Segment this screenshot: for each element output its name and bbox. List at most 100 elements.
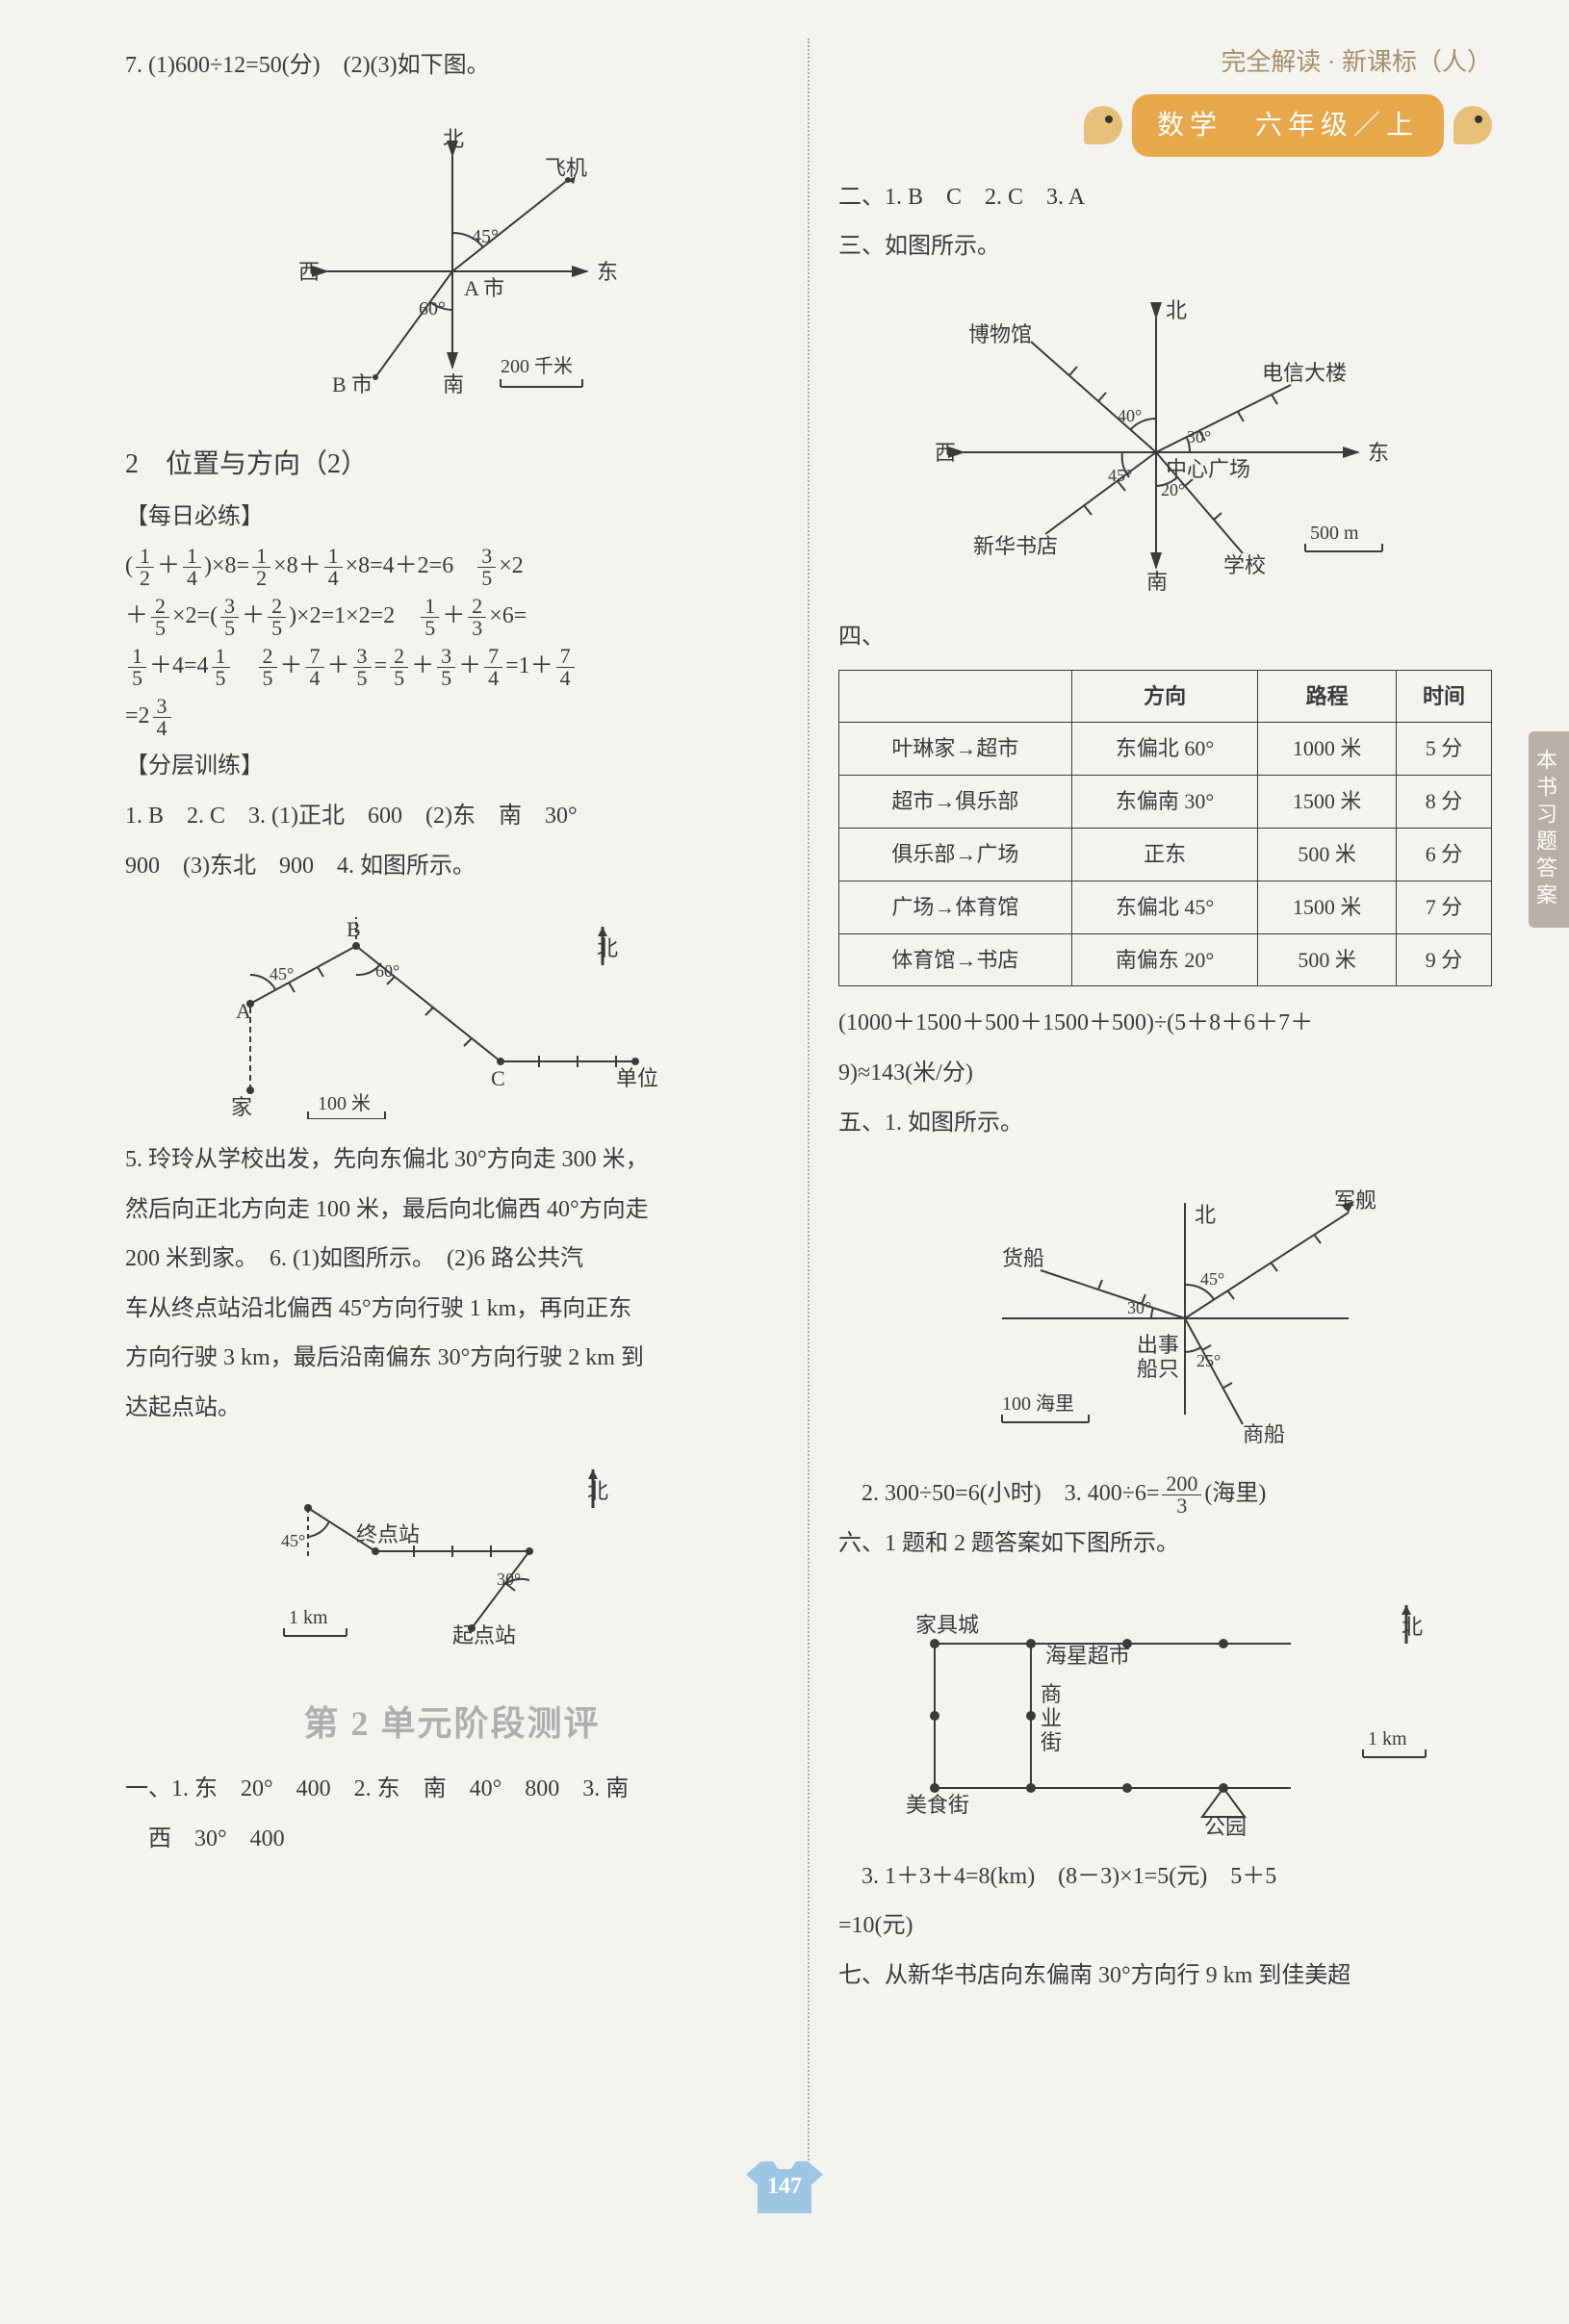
svg-text:45°: 45° bbox=[270, 964, 294, 983]
table-cell: 1000 米 bbox=[1258, 723, 1397, 776]
svg-text:街: 街 bbox=[1041, 1730, 1062, 1754]
svg-text:军舰: 军舰 bbox=[1334, 1188, 1376, 1213]
table-cell: 东偏北 60° bbox=[1071, 723, 1258, 776]
tier-line-2: 900 (3)东北 900 4. 如图所示。 bbox=[125, 845, 779, 889]
page-number-shirt: 147 bbox=[746, 2161, 823, 2213]
svg-text:船只: 船只 bbox=[1137, 1357, 1179, 1381]
svg-text:南: 南 bbox=[1146, 570, 1168, 594]
figure-4-plaza: 北 南 东 西 博物馆 电信大楼 中心广场 新华书店 学校 40° 30° 45… bbox=[877, 289, 1454, 597]
svg-text:东: 东 bbox=[597, 260, 618, 284]
svg-text:南: 南 bbox=[443, 372, 464, 396]
table-cell: 1500 米 bbox=[1258, 881, 1397, 933]
svg-text:30°: 30° bbox=[497, 1570, 521, 1589]
two-answers: 二、1. B C 2. C 3. A bbox=[838, 176, 1492, 220]
q6-3b: =10(元) bbox=[838, 1904, 1492, 1949]
svg-text:西: 西 bbox=[298, 260, 320, 284]
svg-text:25°: 25° bbox=[1196, 1351, 1221, 1370]
table-row: 叶琳家→超市东偏北 60°1000 米5 分 bbox=[839, 723, 1492, 776]
q5-l1: 5. 玲玲从学校出发，先向东偏北 30°方向走 300 米， bbox=[125, 1138, 779, 1183]
tier-line-1: 1. B 2. C 3. (1)正北 600 (2)东 南 30° bbox=[125, 795, 779, 839]
svg-text:A 市: A 市 bbox=[464, 276, 504, 300]
table-cell: 正东 bbox=[1071, 828, 1258, 881]
svg-text:业: 业 bbox=[1041, 1706, 1062, 1730]
svg-text:家具城: 家具城 bbox=[915, 1613, 979, 1637]
svg-text:100 海里: 100 海里 bbox=[1002, 1392, 1074, 1415]
eq-line-3: 15＋4=415 25＋74＋35=25＋35＋74=1＋74 bbox=[125, 645, 779, 689]
calc-l1: (1000＋1500＋500＋1500＋500)÷(5＋8＋6＋7＋ bbox=[838, 1002, 1492, 1046]
svg-text:45°: 45° bbox=[1108, 466, 1132, 485]
table-header: 方向 bbox=[1071, 670, 1258, 723]
bird-icon-right bbox=[1453, 106, 1492, 144]
svg-text:B 市: B 市 bbox=[332, 372, 373, 396]
table-cell: 俱乐部→广场 bbox=[839, 828, 1072, 881]
svg-text:商船: 商船 bbox=[1243, 1422, 1285, 1446]
svg-text:商: 商 bbox=[1041, 1682, 1062, 1706]
direction-table: 方向路程时间 叶琳家→超市东偏北 60°1000 米5 分超市→俱乐部东偏南 3… bbox=[838, 670, 1492, 987]
figure-1-compass: 北 南 东 西 飞机 A 市 B 市 45° 60° 200 千米 bbox=[241, 108, 664, 416]
table-cell: 体育馆→书店 bbox=[839, 933, 1072, 986]
bird-icon-left bbox=[1084, 106, 1122, 144]
svg-text:起点站: 起点站 bbox=[452, 1623, 516, 1647]
ribbon: 数学 六年级／上 bbox=[838, 94, 1492, 157]
eq-line-2: ＋25×2=(35＋25)×2=1×2=2 15＋23×6= bbox=[125, 595, 779, 639]
ribbon-body: 数学 六年级／上 bbox=[1132, 94, 1444, 157]
side-tab: 本书习题答案 bbox=[1529, 731, 1569, 928]
table-header bbox=[839, 670, 1072, 723]
svg-text:美食街: 美食街 bbox=[906, 1793, 969, 1817]
svg-text:北: 北 bbox=[1166, 298, 1187, 322]
q7-text: 7. (1)600÷12=50(分) (2)(3)如下图。 bbox=[125, 44, 779, 89]
calc-l2: 9)≈143(米/分) bbox=[838, 1052, 1492, 1096]
svg-text:中心广场: 中心广场 bbox=[1166, 457, 1250, 481]
svg-text:北: 北 bbox=[1402, 1615, 1423, 1639]
svg-text:北: 北 bbox=[597, 936, 618, 960]
svg-text:出事: 出事 bbox=[1137, 1333, 1179, 1357]
svg-text:45°: 45° bbox=[472, 226, 499, 247]
left-column: 7. (1)600÷12=50(分) (2)(3)如下图。 北 南 东 西 飞机… bbox=[106, 38, 810, 2175]
svg-text:45°: 45° bbox=[1200, 1269, 1224, 1289]
svg-text:20°: 20° bbox=[1161, 480, 1185, 499]
table-cell: 7 分 bbox=[1396, 881, 1491, 933]
table-cell: 东偏北 45° bbox=[1071, 881, 1258, 933]
table-cell: 南偏东 20° bbox=[1071, 933, 1258, 986]
table-row: 广场→体育馆东偏北 45°1500 米7 分 bbox=[839, 881, 1492, 933]
table-cell: 500 米 bbox=[1258, 933, 1397, 986]
q5-l2: 然后向正北方向走 100 米，最后向北偏西 40°方向走 bbox=[125, 1188, 779, 1233]
table-cell: 东偏南 30° bbox=[1071, 776, 1258, 829]
right-column: 完全解读 · 新课标（人） 数学 六年级／上 二、1. B C 2. C 3. … bbox=[810, 38, 1511, 2175]
figure-3-bus: 终点站 起点站 45° 30° 北 1 km bbox=[231, 1450, 674, 1662]
table-row: 体育馆→书店南偏东 20°500 米9 分 bbox=[839, 933, 1492, 986]
one-l1: 一、1. 东 20° 400 2. 东 南 40° 800 3. 南 bbox=[125, 1768, 779, 1812]
figure-6-streets: 家具城 海星超市 商 业 街 美食街 公园 北 1 km bbox=[867, 1586, 1464, 1836]
figure-2-path: 家 A B C 单位 45° 60° 北 100 米 bbox=[183, 907, 722, 1119]
book-series: 完全解读 · 新课标（人） bbox=[838, 38, 1492, 87]
q5-l4: 车从终点站沿北偏西 45°方向行驶 1 km，再向正东 bbox=[125, 1288, 779, 1332]
figure-5-ships: 北 军舰 货船 出事 船只 商船 45° 30° 25° 100 海里 bbox=[896, 1164, 1435, 1453]
one-l2: 西 30° 400 bbox=[125, 1818, 779, 1862]
svg-text:1 km: 1 km bbox=[1368, 1728, 1407, 1749]
table-cell: 6 分 bbox=[1396, 828, 1491, 881]
svg-text:B: B bbox=[347, 917, 361, 941]
svg-text:货船: 货船 bbox=[1002, 1246, 1044, 1270]
svg-text:北: 北 bbox=[443, 127, 464, 151]
svg-text:飞机: 飞机 bbox=[545, 156, 587, 180]
table-cell: 500 米 bbox=[1258, 828, 1397, 881]
svg-text:60°: 60° bbox=[419, 298, 446, 319]
svg-text:东: 东 bbox=[1368, 441, 1389, 465]
unit-2-title: 第 2 单元阶段测评 bbox=[125, 1691, 779, 1756]
svg-text:终点站: 终点站 bbox=[356, 1522, 420, 1546]
svg-text:45°: 45° bbox=[281, 1531, 305, 1550]
q5-l5: 方向行驶 3 km，最后沿南偏东 30°方向行驶 2 km 到 bbox=[125, 1337, 779, 1381]
table-row: 俱乐部→广场正东500 米6 分 bbox=[839, 828, 1492, 881]
table-cell: 叶琳家→超市 bbox=[839, 723, 1072, 776]
daily-practice-head: 【每日必练】 bbox=[125, 496, 779, 540]
table-cell: 9 分 bbox=[1396, 933, 1491, 986]
svg-text:北: 北 bbox=[1195, 1203, 1216, 1227]
table-cell: 超市→俱乐部 bbox=[839, 776, 1072, 829]
svg-text:家: 家 bbox=[231, 1095, 252, 1119]
eq-line-4: =234 bbox=[125, 695, 779, 739]
q5-l6: 达起点站。 bbox=[125, 1387, 779, 1431]
svg-text:电信大楼: 电信大楼 bbox=[1262, 361, 1347, 385]
table-row: 超市→俱乐部东偏南 30°1500 米8 分 bbox=[839, 776, 1492, 829]
svg-text:西: 西 bbox=[935, 441, 956, 465]
table-cell: 广场→体育馆 bbox=[839, 881, 1072, 933]
